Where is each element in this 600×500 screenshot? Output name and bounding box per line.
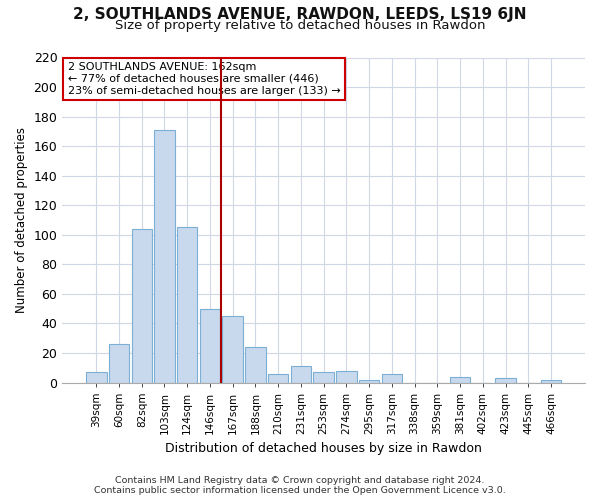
Bar	[450, 376, 470, 382]
X-axis label: Distribution of detached houses by size in Rawdon: Distribution of detached houses by size …	[165, 442, 482, 455]
Bar	[154, 130, 175, 382]
Bar	[290, 366, 311, 382]
Bar	[86, 372, 107, 382]
Bar	[109, 344, 129, 383]
Bar	[177, 228, 197, 382]
Text: Contains HM Land Registry data © Crown copyright and database right 2024.
Contai: Contains HM Land Registry data © Crown c…	[94, 476, 506, 495]
Bar	[223, 316, 243, 382]
Bar	[382, 374, 402, 382]
Bar	[268, 374, 289, 382]
Bar	[313, 372, 334, 382]
Bar	[200, 308, 220, 382]
Bar	[541, 380, 561, 382]
Bar	[245, 347, 266, 382]
Bar	[496, 378, 516, 382]
Bar	[359, 380, 379, 382]
Text: 2 SOUTHLANDS AVENUE: 162sqm
← 77% of detached houses are smaller (446)
23% of se: 2 SOUTHLANDS AVENUE: 162sqm ← 77% of det…	[68, 62, 340, 96]
Text: 2, SOUTHLANDS AVENUE, RAWDON, LEEDS, LS19 6JN: 2, SOUTHLANDS AVENUE, RAWDON, LEEDS, LS1…	[73, 8, 527, 22]
Bar	[336, 370, 356, 382]
Text: Size of property relative to detached houses in Rawdon: Size of property relative to detached ho…	[115, 19, 485, 32]
Y-axis label: Number of detached properties: Number of detached properties	[15, 127, 28, 313]
Bar	[131, 229, 152, 382]
